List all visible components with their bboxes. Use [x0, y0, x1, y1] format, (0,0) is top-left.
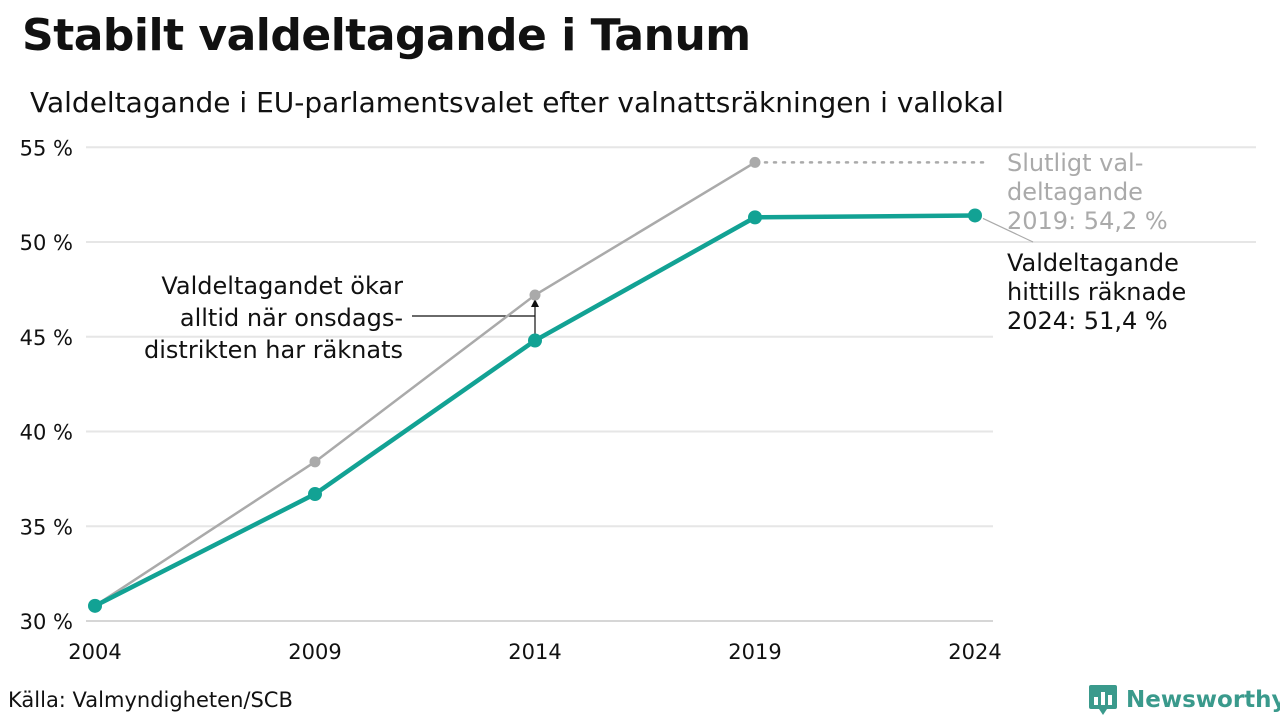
source-note: Källa: Valmyndigheten/SCB — [8, 688, 293, 712]
data-point-final — [749, 156, 761, 168]
annotation-wednesday-text: distrikten har räknats — [144, 336, 403, 364]
annotations: Valdeltagandet ökar alltid när onsdags-di… — [144, 149, 1186, 364]
annotation-2024-text: Valdeltagande — [1007, 249, 1179, 277]
x-tick-label: 2004 — [68, 640, 121, 664]
x-tick-label: 2014 — [508, 640, 561, 664]
annotation-final-text: 2019: 54,2 % — [1007, 207, 1168, 235]
series — [88, 156, 982, 613]
chart-subtitle: Valdeltagande i EU-parlamentsvalet efter… — [30, 86, 1004, 119]
x-tick-label: 2009 — [288, 640, 341, 664]
series-line-final — [93, 161, 757, 608]
annotation-2024-text: hittills räknade — [1007, 278, 1186, 306]
y-tick-label: 35 % — [20, 515, 73, 539]
grid-lines — [86, 146, 1256, 622]
data-point-final — [529, 289, 541, 301]
y-tick-label: 55 % — [20, 136, 73, 160]
annotation-final-text: deltagande — [1007, 178, 1143, 206]
annotation-final-text: Slutligt val- — [1007, 149, 1143, 177]
data-point-final — [309, 456, 321, 468]
annotation-wednesday-text: alltid när onsdags- — [180, 304, 403, 332]
x-axis-ticks: 2004 2009 2014 2019 2024 — [68, 640, 1001, 664]
x-tick-label: 2024 — [948, 640, 1001, 664]
y-tick-label: 50 % — [20, 231, 73, 255]
brand-name: Newsworthy — [1126, 687, 1280, 713]
x-tick-label: 2019 — [728, 640, 781, 664]
data-point-election_night — [748, 210, 762, 225]
y-tick-label: 45 % — [20, 326, 73, 350]
y-tick-label: 40 % — [20, 421, 73, 445]
data-point-election_night — [528, 333, 542, 348]
chart-title: Stabilt valdeltagande i Tanum — [22, 10, 751, 61]
newsworthy-logo: Newsworthy — [1088, 684, 1280, 716]
annotation-2024-leader-line — [982, 217, 1034, 243]
annotation-2024-text: 2024: 51,4 % — [1007, 307, 1168, 335]
bar-chart-speech-bubble-icon — [1089, 685, 1117, 715]
data-point-election_night — [968, 208, 982, 223]
y-tick-label: 30 % — [20, 610, 73, 634]
y-axis-ticks: 30 % 35 % 40 % 45 % 50 % 55 % — [20, 136, 73, 634]
annotation-wednesday-text: Valdeltagandet ökar — [161, 272, 403, 300]
data-point-election_night — [308, 487, 322, 502]
annotation-arrowhead — [531, 299, 539, 308]
data-point-election_night — [88, 598, 102, 613]
